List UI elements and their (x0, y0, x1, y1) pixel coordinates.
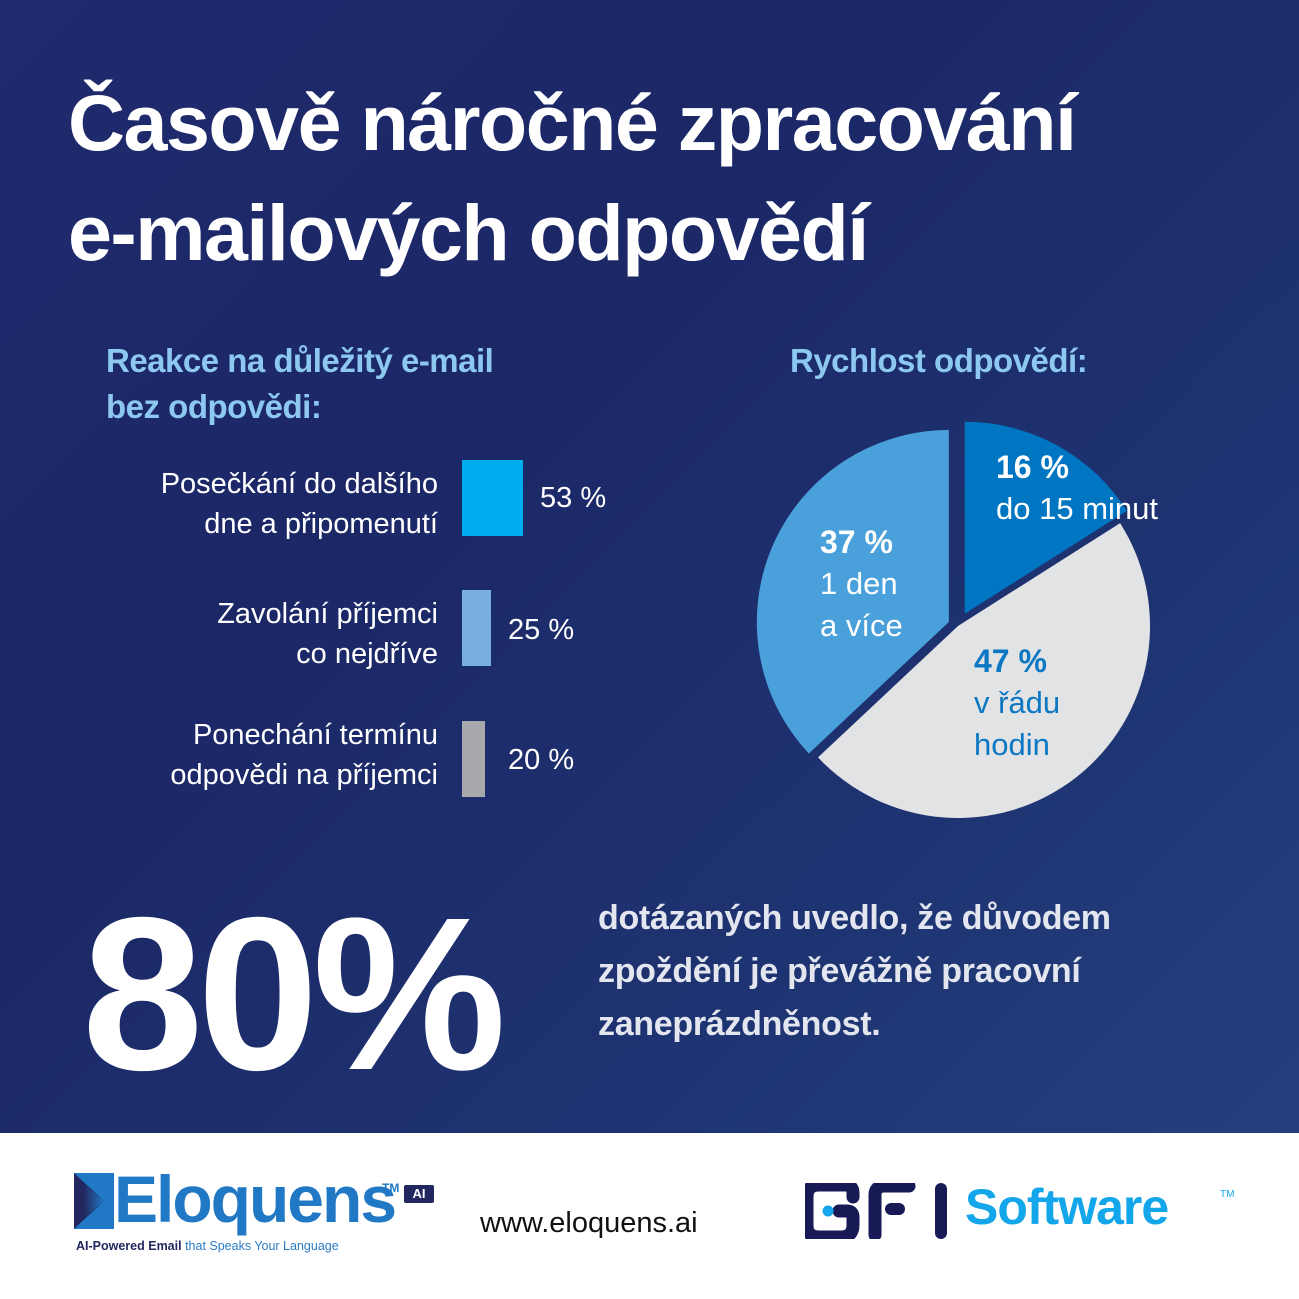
page-title: Časově náročné zpracování e-mailových od… (68, 78, 1077, 277)
eloquens-sigma-icon (74, 1173, 114, 1229)
bar-20 (462, 721, 485, 797)
bar-value: 25 % (508, 614, 575, 646)
pie-label-37: 37 % 1 den a více (820, 521, 903, 647)
tagline-rest: that Speaks Your Language (181, 1239, 339, 1253)
pie-value: 16 % (996, 449, 1069, 485)
footer (0, 1133, 1299, 1299)
bar-label: Posečkání do dalšího dne a připomenutí (160, 468, 438, 540)
bar-label: Ponechání termínu odpovědi na příjemci (170, 719, 438, 791)
bar-label: Zavolání příjemci co nejdříve (217, 598, 438, 670)
bar-53 (462, 460, 523, 536)
pie-slice-37 (756, 430, 949, 754)
pie-label-47: 47 % v řádu hodin (974, 640, 1060, 766)
bar-25 (462, 590, 491, 666)
pie-category: do 15 minut (996, 491, 1158, 526)
pie-value: 37 % (820, 524, 893, 560)
website-link[interactable]: www.eloquens.ai (480, 1207, 698, 1239)
eloquens-tagline: AI-Powered Email that Speaks Your Langua… (76, 1239, 339, 1253)
pie-category: hodin (974, 727, 1050, 762)
bar-value: 53 % (540, 482, 607, 514)
bar-value: 20 % (508, 744, 575, 776)
pie-category: 1 den (820, 566, 898, 601)
gfi-software-wordmark: Software (965, 1179, 1169, 1235)
pie-slice-16 (964, 421, 1127, 614)
pie-chart-heading: Rychlost odpovědí: (790, 342, 1088, 379)
gfi-logo-mark-icon (805, 1183, 947, 1239)
eloquens-ai-badge: AI (404, 1185, 434, 1203)
highlight-percentage: 80% (82, 873, 506, 1116)
eloquens-wordmark: Eloquens (114, 1162, 397, 1236)
highlight-statement: dotázaných uvedlo, že důvodem zpoždění j… (598, 899, 1111, 1043)
gfi-tm: TM (1220, 1189, 1235, 1200)
pie-value: 47 % (974, 643, 1047, 679)
pie-slice-47 (818, 523, 1150, 818)
pie-chart (756, 421, 1150, 818)
bar-chart-heading: Reakce na důležitý e-mail bez odpovědi: (106, 342, 494, 425)
tagline-bold: AI-Powered Email (76, 1239, 182, 1253)
pie-label-16: 16 % do 15 minut (996, 446, 1158, 530)
pie-category: v řádu (974, 685, 1061, 720)
pie-category: a více (820, 608, 903, 643)
eloquens-tm: TM (382, 1181, 400, 1195)
